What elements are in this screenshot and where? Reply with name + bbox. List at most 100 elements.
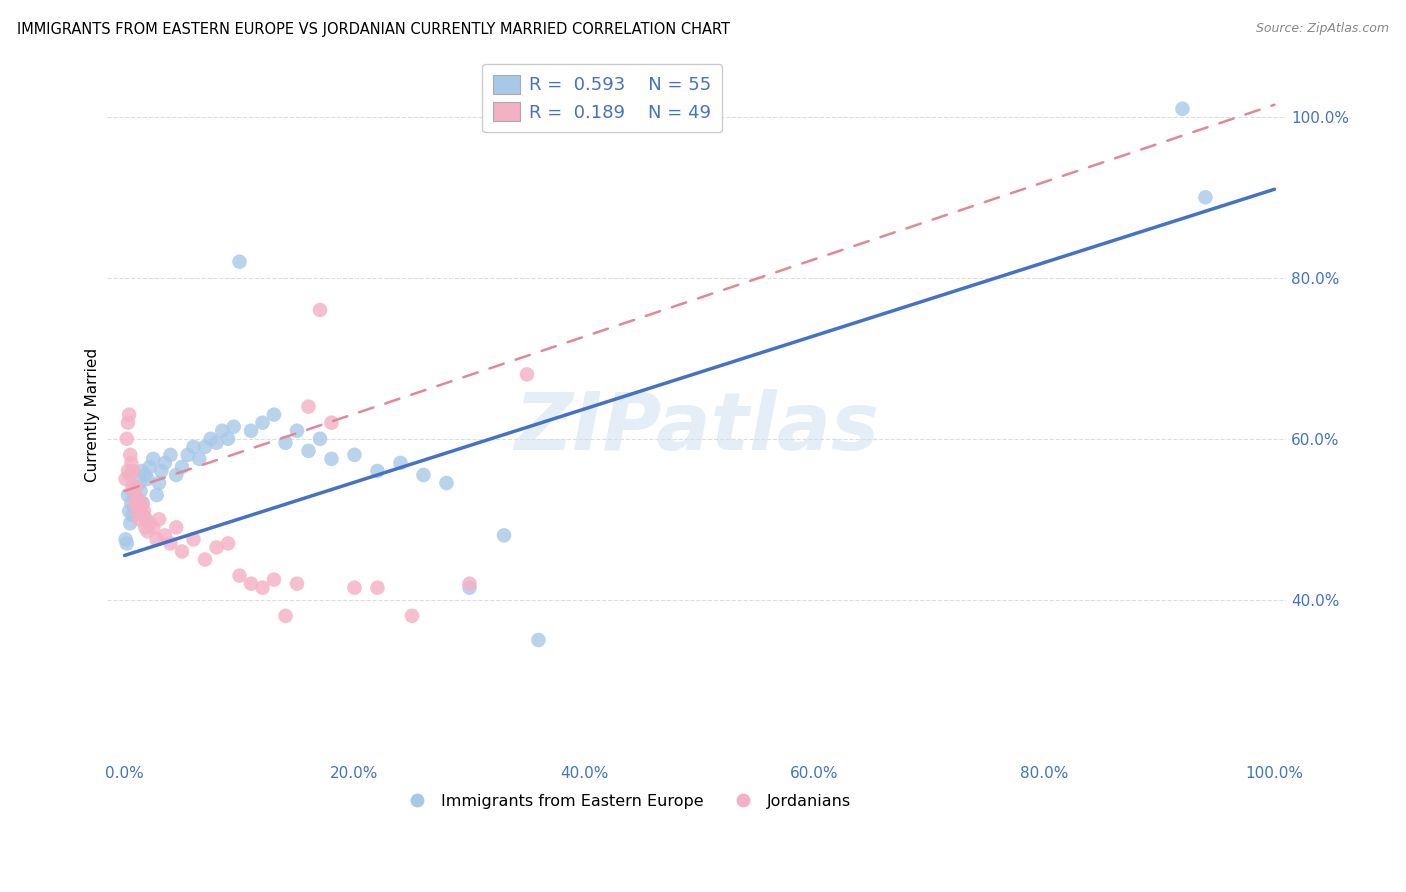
Text: IMMIGRANTS FROM EASTERN EUROPE VS JORDANIAN CURRENTLY MARRIED CORRELATION CHART: IMMIGRANTS FROM EASTERN EUROPE VS JORDAN… xyxy=(17,22,730,37)
Point xyxy=(211,424,233,438)
Point xyxy=(129,484,152,499)
Point xyxy=(458,576,481,591)
Point xyxy=(343,581,366,595)
Point xyxy=(128,512,150,526)
Point xyxy=(153,528,176,542)
Point xyxy=(159,536,181,550)
Point xyxy=(436,476,458,491)
Point xyxy=(139,516,162,531)
Point xyxy=(120,448,142,462)
Point xyxy=(120,496,142,510)
Point xyxy=(148,512,170,526)
Point xyxy=(516,368,538,382)
Legend: Immigrants from Eastern Europe, Jordanians: Immigrants from Eastern Europe, Jordania… xyxy=(394,788,858,815)
Point xyxy=(1194,190,1216,204)
Point xyxy=(121,508,143,523)
Text: Source: ZipAtlas.com: Source: ZipAtlas.com xyxy=(1256,22,1389,36)
Point xyxy=(165,520,187,534)
Point xyxy=(200,432,222,446)
Point xyxy=(153,456,176,470)
Point xyxy=(135,512,157,526)
Point xyxy=(131,464,153,478)
Point xyxy=(127,504,149,518)
Point xyxy=(139,459,162,474)
Point xyxy=(121,464,143,478)
Point xyxy=(118,408,141,422)
Point xyxy=(217,432,239,446)
Point xyxy=(117,416,139,430)
Point xyxy=(205,435,228,450)
Point xyxy=(252,416,274,430)
Point xyxy=(114,533,136,547)
Point xyxy=(412,468,434,483)
Point xyxy=(343,448,366,462)
Point xyxy=(263,408,285,422)
Point xyxy=(115,432,138,446)
Point xyxy=(297,443,319,458)
Point xyxy=(188,451,211,466)
Point xyxy=(142,520,165,534)
Point xyxy=(132,504,155,518)
Point xyxy=(132,508,155,523)
Point xyxy=(122,488,145,502)
Point xyxy=(228,254,250,268)
Point xyxy=(136,472,159,486)
Point xyxy=(240,576,263,591)
Point xyxy=(205,541,228,555)
Point xyxy=(120,456,142,470)
Text: ZIPatlas: ZIPatlas xyxy=(515,390,879,467)
Point xyxy=(120,516,142,531)
Point xyxy=(128,476,150,491)
Point xyxy=(321,416,343,430)
Point xyxy=(274,435,297,450)
Point xyxy=(527,632,550,647)
Point xyxy=(458,581,481,595)
Point xyxy=(121,480,143,494)
Point xyxy=(252,581,274,595)
Point xyxy=(285,424,308,438)
Point xyxy=(159,448,181,462)
Point xyxy=(170,459,193,474)
Point xyxy=(297,400,319,414)
Point xyxy=(134,520,156,534)
Point xyxy=(131,496,153,510)
Point xyxy=(132,496,155,510)
Point xyxy=(115,536,138,550)
Point xyxy=(136,524,159,539)
Point xyxy=(150,464,173,478)
Point xyxy=(285,576,308,591)
Point xyxy=(118,504,141,518)
Point xyxy=(117,488,139,502)
Point xyxy=(222,419,245,434)
Y-axis label: Currently Married: Currently Married xyxy=(86,348,100,482)
Point xyxy=(165,468,187,483)
Point xyxy=(321,451,343,466)
Point xyxy=(127,492,149,507)
Point xyxy=(309,432,332,446)
Point xyxy=(127,492,149,507)
Point xyxy=(124,496,146,510)
Point xyxy=(124,500,146,515)
Point xyxy=(134,468,156,483)
Point xyxy=(401,608,423,623)
Point xyxy=(183,440,205,454)
Point xyxy=(240,424,263,438)
Point xyxy=(122,484,145,499)
Point xyxy=(145,533,167,547)
Point xyxy=(117,464,139,478)
Point xyxy=(274,608,297,623)
Point xyxy=(366,581,388,595)
Point xyxy=(170,544,193,558)
Point xyxy=(194,440,217,454)
Point xyxy=(194,552,217,566)
Point xyxy=(129,500,152,515)
Point xyxy=(217,536,239,550)
Point xyxy=(1171,102,1194,116)
Point xyxy=(183,533,205,547)
Point xyxy=(389,456,412,470)
Point xyxy=(492,528,515,542)
Point xyxy=(263,573,285,587)
Point xyxy=(309,303,332,318)
Point xyxy=(142,451,165,466)
Point xyxy=(366,464,388,478)
